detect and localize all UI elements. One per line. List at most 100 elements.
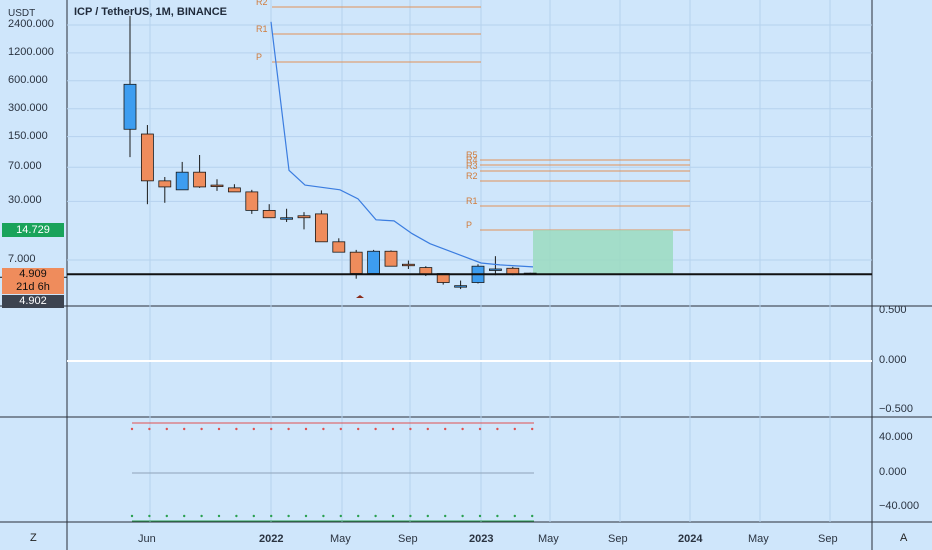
- osc2-dot: [444, 427, 447, 431]
- time-tick-label: 2023: [469, 533, 494, 545]
- pivot-label: R4: [466, 155, 478, 165]
- osc2-dot: [270, 514, 273, 518]
- osc2-dot: [183, 427, 186, 431]
- osc2-tick-label: −40.000: [879, 500, 920, 512]
- time-tick-label: May: [330, 533, 351, 545]
- osc2-tick-label: 0.000: [879, 466, 907, 478]
- time-tick-label: Sep: [398, 533, 418, 545]
- candle-body: [367, 250, 381, 274]
- price-tick-label: 70.000: [8, 160, 42, 173]
- candle-body: [193, 171, 207, 188]
- candle-body: [488, 268, 502, 271]
- auto-scale-button[interactable]: A: [900, 532, 908, 544]
- candle-body: [123, 83, 137, 130]
- osc2-dot: [374, 514, 377, 518]
- osc2-tick-label: 40.000: [879, 431, 913, 443]
- candle-body: [401, 263, 415, 267]
- moving-average-line: [270, 21, 534, 268]
- last-price-label: 4.909: [19, 268, 47, 280]
- bar-countdown-label: 21d 6h: [16, 281, 50, 293]
- time-tick-label: Jun: [138, 533, 156, 545]
- osc2-dot: [391, 514, 395, 518]
- price-tick-label: 2400.000: [8, 18, 54, 30]
- osc2-dot: [322, 427, 325, 431]
- osc2-dot: [130, 514, 134, 518]
- candle-body: [297, 215, 311, 219]
- price-tick-label: 600.000: [8, 73, 48, 86]
- osc2-dot: [461, 427, 464, 431]
- osc1-tick-label: −0.500: [879, 403, 913, 415]
- price-tick-label: 300.000: [8, 101, 48, 114]
- osc2-dot: [357, 514, 360, 518]
- osc2-dot: [200, 514, 203, 518]
- price-tick-label: 1200.000: [8, 45, 54, 58]
- candle-body: [158, 180, 172, 188]
- time-tick-label: Sep: [608, 533, 628, 545]
- candle-body: [175, 171, 189, 191]
- candle-body: [227, 187, 241, 193]
- osc2-dot: [357, 427, 360, 431]
- osc2-dot: [252, 427, 255, 431]
- candle-body: [349, 251, 363, 274]
- symbol-title[interactable]: ICP / TetherUS, 1M, BINANCE: [74, 6, 228, 18]
- last-price-badge: 4.909 21d 6h: [2, 268, 64, 294]
- pivot-label: R2: [256, 0, 268, 7]
- pivot-label: R3: [466, 161, 478, 171]
- osc2-dot: [235, 514, 238, 518]
- candle-body: [245, 191, 259, 211]
- highlight-price-badge: 14.729: [2, 223, 64, 237]
- osc2-dot: [287, 514, 290, 518]
- price-tick-label: 7.000: [8, 253, 36, 265]
- time-tick-label: 2022: [259, 533, 284, 545]
- osc2-dot: [130, 427, 134, 431]
- osc2-dot: [478, 514, 482, 518]
- time-tick-label: May: [538, 533, 559, 545]
- pivot-label: R2: [466, 171, 478, 181]
- candle-body: [314, 213, 328, 243]
- osc2-dot: [270, 427, 273, 431]
- time-tick-label: Sep: [818, 533, 838, 545]
- price-unit-label: USDT: [8, 8, 36, 19]
- event-marker: [356, 295, 364, 298]
- osc2-dot: [374, 427, 377, 431]
- candle-body: [454, 285, 468, 288]
- osc2-dot: [478, 427, 482, 431]
- osc2-dot: [235, 427, 238, 431]
- osc2-dot: [409, 514, 412, 518]
- highlight-price-label: 14.729: [16, 224, 50, 236]
- osc2-dot: [531, 427, 534, 431]
- pivot-label: R5: [466, 150, 478, 160]
- candle-body: [140, 133, 154, 182]
- osc2-dot: [304, 514, 308, 518]
- osc1-tick-label: 0.500: [879, 304, 907, 316]
- pivot-label: P: [256, 52, 263, 62]
- osc2-dot: [200, 427, 203, 431]
- osc2-dot: [391, 427, 395, 431]
- timezone-button[interactable]: Z: [30, 532, 37, 544]
- price-tick-label: 150.000: [8, 129, 48, 142]
- time-tick-label: 2024: [678, 533, 703, 545]
- osc2-dot: [426, 514, 429, 518]
- osc2-dot: [217, 514, 221, 518]
- osc2-dot: [409, 427, 412, 431]
- main-pane: [67, 0, 872, 306]
- osc2-dot: [165, 427, 168, 431]
- osc2-dot: [148, 514, 151, 518]
- candle-body: [210, 184, 224, 187]
- osc2-dot: [496, 514, 499, 518]
- price-tick-label: 30.000: [8, 194, 42, 207]
- candle-body: [280, 217, 294, 220]
- osc2-dot: [165, 514, 168, 518]
- osc2-dot: [513, 514, 516, 518]
- osc2-dot: [339, 514, 342, 518]
- pivot-label: R1: [256, 24, 268, 34]
- osc2-dot: [304, 427, 308, 431]
- candle-body: [384, 250, 398, 267]
- osc2-dot: [461, 514, 464, 518]
- osc2-dot: [217, 427, 221, 431]
- pivot-label: R1: [466, 196, 478, 206]
- osc2-dot: [513, 427, 516, 431]
- osc2-dot: [287, 427, 290, 431]
- candle-body: [332, 241, 346, 253]
